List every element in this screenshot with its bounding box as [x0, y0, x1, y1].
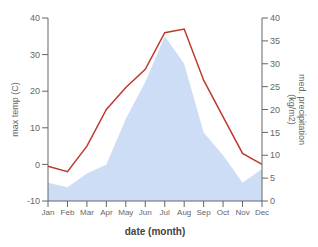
svg-text:40: 40 — [30, 13, 40, 23]
svg-text:15: 15 — [270, 128, 280, 138]
svg-text:0: 0 — [35, 160, 40, 170]
svg-text:35: 35 — [270, 36, 280, 46]
svg-text:date (month): date (month) — [125, 226, 186, 237]
svg-text:20: 20 — [270, 105, 280, 115]
svg-text:Nov: Nov — [235, 208, 249, 217]
svg-text:Aug: Aug — [177, 208, 191, 217]
svg-text:20: 20 — [30, 86, 40, 96]
svg-text:Jun: Jun — [139, 208, 152, 217]
svg-text:Jul: Jul — [160, 208, 170, 217]
svg-text:-10: -10 — [27, 196, 40, 206]
svg-text:0: 0 — [270, 196, 275, 206]
svg-text:5: 5 — [270, 173, 275, 183]
svg-text:Feb: Feb — [61, 208, 75, 217]
svg-text:Dec: Dec — [255, 208, 269, 217]
svg-text:40: 40 — [270, 13, 280, 23]
svg-text:30: 30 — [270, 59, 280, 69]
svg-text:Apr: Apr — [100, 208, 113, 217]
svg-text:Oct: Oct — [217, 208, 230, 217]
svg-text:Sep: Sep — [197, 208, 212, 217]
svg-text:Jan: Jan — [42, 208, 55, 217]
svg-text:med. precipitation(kg/m2): med. precipitation(kg/m2) — [287, 74, 308, 145]
svg-text:10: 10 — [270, 150, 280, 160]
svg-text:Mar: Mar — [80, 208, 94, 217]
svg-text:10: 10 — [30, 123, 40, 133]
svg-text:May: May — [118, 208, 133, 217]
svg-text:max temp (C): max temp (C) — [10, 82, 20, 137]
svg-text:30: 30 — [30, 50, 40, 60]
svg-text:25: 25 — [270, 82, 280, 92]
